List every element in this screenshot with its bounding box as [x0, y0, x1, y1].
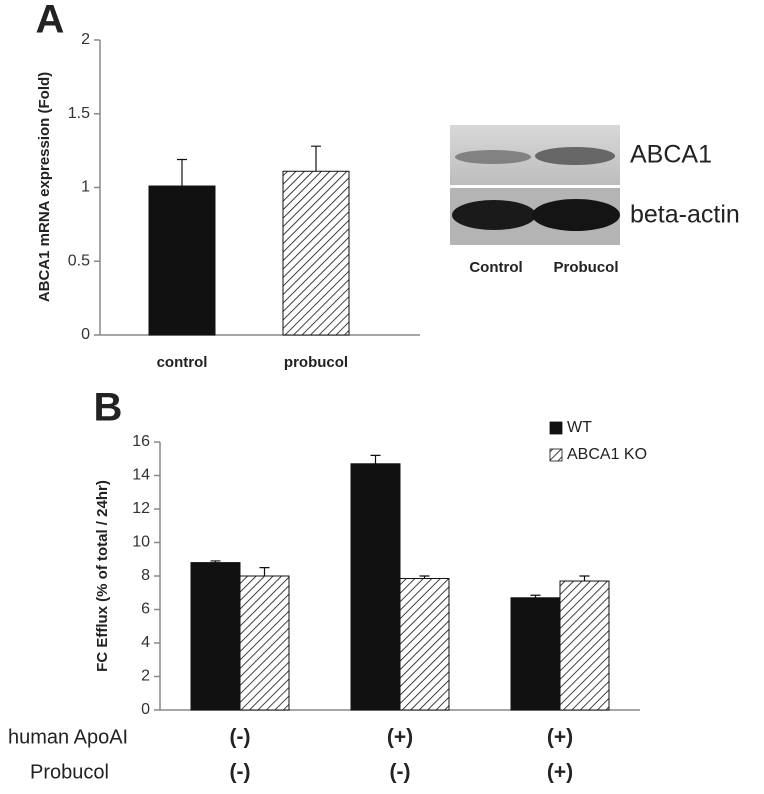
bar [350, 463, 401, 711]
error-bar [210, 560, 221, 563]
y-tick-label: 2 [141, 668, 150, 685]
blot-lane-label: Probucol [553, 259, 618, 276]
bar [282, 170, 350, 336]
x-tick-label: probucol [284, 354, 348, 371]
row-label: human ApoAI [8, 726, 128, 748]
y-axis-title: ABCA1 mRNA expression (Fold) [36, 72, 53, 302]
y-tick-label: 12 [132, 500, 150, 517]
bar [239, 575, 290, 711]
condition-label: (-) [390, 761, 411, 784]
bar [399, 578, 450, 711]
condition-label: (-) [230, 761, 251, 784]
error-bar [419, 575, 430, 579]
x-tick-label: control [157, 354, 208, 371]
error-bar [370, 454, 381, 464]
error-bar [177, 158, 187, 187]
y-tick-label: 8 [141, 567, 150, 584]
y-tick-label: 0.5 [68, 252, 90, 269]
row-label: Probucol [30, 761, 109, 783]
bar [190, 562, 241, 711]
error-bar [311, 145, 321, 172]
bar [559, 580, 610, 711]
y-tick-label: 16 [132, 433, 150, 450]
y-tick-label: 10 [132, 534, 150, 551]
y-tick-label: 14 [132, 467, 150, 484]
western-blot [450, 125, 620, 245]
legend-swatch [549, 448, 563, 462]
y-axis-title: FC Efflux (% of total / 24hr) [94, 480, 111, 672]
y-tick-label: 0 [81, 326, 90, 343]
y-tick-label: 6 [141, 601, 150, 618]
bar [148, 185, 216, 336]
panel-label: B [94, 386, 123, 430]
y-tick-label: 4 [141, 634, 150, 651]
error-bar [259, 567, 270, 576]
panel-label: A [36, 0, 65, 42]
bar [510, 597, 561, 711]
condition-label: (-) [230, 726, 251, 749]
blot-band-label: beta-actin [630, 201, 740, 229]
legend-label: WT [567, 419, 592, 436]
y-tick-label: 0 [141, 701, 150, 718]
blot-lane-label: Control [469, 259, 522, 276]
condition-label: (+) [547, 761, 573, 784]
y-tick-label: 1.5 [68, 105, 90, 122]
blot-band-label: ABCA1 [630, 141, 712, 169]
condition-label: (+) [387, 726, 413, 749]
y-tick-label: 2 [81, 31, 90, 48]
error-bar [530, 594, 541, 598]
condition-label: (+) [547, 726, 573, 749]
error-bar [579, 575, 590, 582]
y-tick-label: 1 [81, 179, 90, 196]
legend-swatch [549, 421, 563, 435]
legend-label: ABCA1 KO [567, 446, 647, 463]
